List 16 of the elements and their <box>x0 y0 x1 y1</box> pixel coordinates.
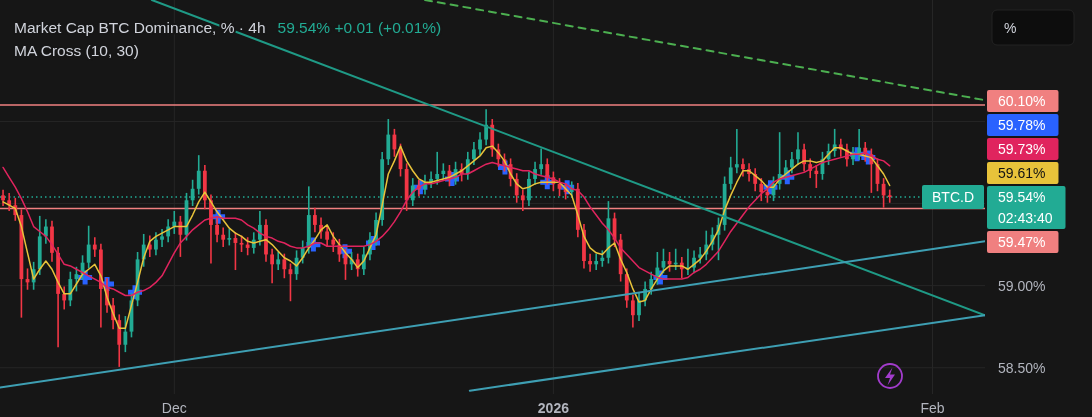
text: 59.61% <box>998 165 1046 181</box>
ref-line-label: 59.54% <box>998 189 1046 205</box>
y-axis-title: % <box>1004 20 1017 36</box>
text: 59.73% <box>998 141 1046 157</box>
ref-line-label: 59.47% <box>998 234 1046 250</box>
y-tick-label: 59.00% <box>998 277 1046 294</box>
text: 02:43:40 <box>998 210 1053 226</box>
y-tick-label: 58.50% <box>998 359 1046 376</box>
text: 59.54% +0.01 (+0.01%) <box>277 18 442 36</box>
x-tick-label: Dec <box>161 400 187 416</box>
x-tick-label: 2026 <box>537 400 570 416</box>
ref-line-label: 60.10% <box>998 93 1046 109</box>
text: 59.78% <box>998 117 1046 133</box>
annotation: MA Cross (10, 30) <box>14 41 139 59</box>
x-tick-label: Feb <box>920 400 945 416</box>
annotation: BTC.D <box>932 189 974 205</box>
